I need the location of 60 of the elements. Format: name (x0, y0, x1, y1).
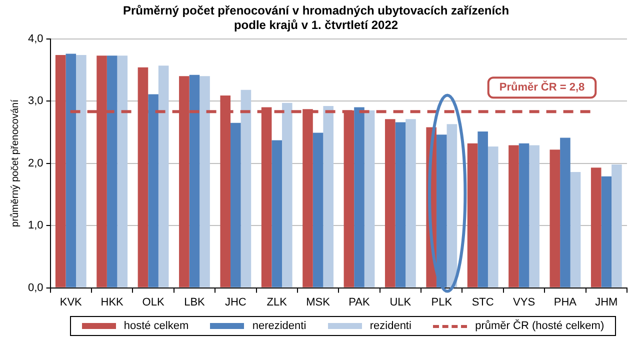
bar (148, 94, 158, 288)
bar (518, 143, 530, 288)
x-tick-label: PHA (554, 296, 578, 308)
bar (601, 176, 612, 288)
bar (117, 56, 128, 288)
legend-label: nerezidenti (252, 320, 306, 332)
x-tick-label: HKK (100, 296, 124, 308)
legend-label: rezidenti (370, 320, 412, 332)
bar (364, 110, 375, 288)
y-tick-label: 1,0 (28, 220, 44, 232)
bar (200, 76, 210, 288)
bar (488, 146, 498, 288)
x-tick-label: PAK (348, 296, 370, 308)
y-tick-label: 4,0 (28, 32, 44, 45)
bar (66, 54, 76, 288)
y-tick-label: 2,0 (28, 157, 44, 170)
bar (158, 66, 169, 288)
bar (189, 74, 200, 288)
legend-label: průměr ČR (hosté celkem) (475, 320, 604, 332)
x-tick-label: PLK (431, 296, 453, 308)
bar (282, 102, 292, 288)
bar (230, 122, 241, 288)
annotation: Průměr ČR = 2,8 (499, 80, 585, 94)
bar (446, 124, 458, 288)
y-tick-label: 0,0 (28, 282, 44, 294)
bar (240, 90, 252, 288)
bar (312, 132, 324, 288)
bar (508, 145, 519, 288)
x-tick-label: OLK (142, 296, 165, 308)
legend-label: hosté celkem (124, 320, 189, 332)
x-tick-label: JHC (224, 296, 246, 308)
bar (560, 138, 570, 288)
bar (272, 140, 282, 288)
bar (529, 145, 540, 288)
bar (395, 122, 406, 288)
chart-title: Průměrný počet přenocování v hromadných ubytovacích zařízeních podle krajů v 1. čtvrtletí 2022 (122, 4, 510, 32)
y-tick-label: 3,0 (28, 95, 44, 108)
bar (384, 119, 396, 288)
x-tick-label: VYS (513, 296, 536, 308)
bar (406, 119, 416, 288)
x-tick-label: KVK (60, 296, 83, 308)
x-tick-label: STC (472, 296, 494, 308)
bar (478, 132, 488, 288)
bar (590, 168, 602, 288)
bar (106, 56, 118, 288)
x-tick-label: MSK (306, 296, 331, 308)
bar (612, 164, 622, 288)
bar (76, 54, 86, 288)
bar (550, 150, 560, 288)
bar (55, 54, 66, 288)
bar (323, 106, 334, 288)
bar (570, 172, 581, 288)
x-tick-label: ULK (390, 296, 412, 308)
bar (436, 134, 447, 288)
x-tick-label: LBK (184, 296, 206, 308)
y-axis-title: průměrný počet přenocování (8, 99, 21, 227)
x-tick-label: ZLK (266, 296, 288, 308)
bar (354, 107, 364, 288)
x-tick-label: JHM (595, 296, 618, 308)
bar (467, 143, 478, 288)
